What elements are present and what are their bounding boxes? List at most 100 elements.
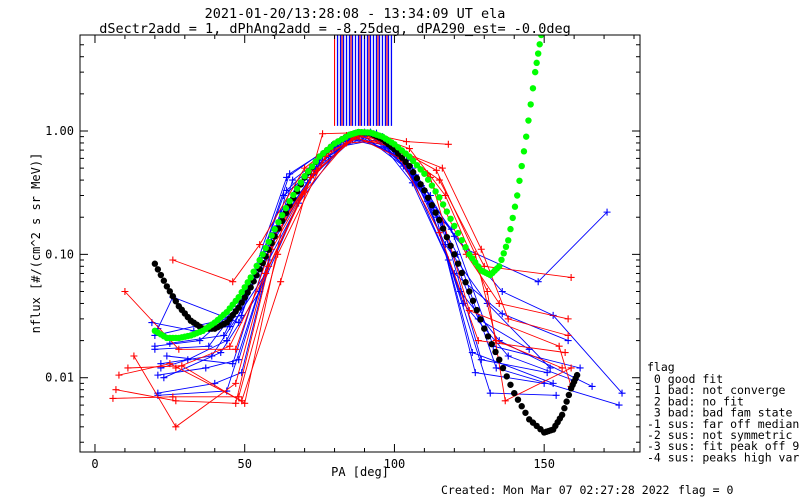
y-tick-label: 0.10	[45, 247, 74, 261]
data-point	[405, 145, 413, 153]
data-point	[280, 192, 288, 200]
data-point	[567, 273, 575, 281]
fit-curve-green-dot	[537, 35, 545, 39]
data-point	[196, 337, 204, 345]
fit-curve-green-dot	[458, 236, 466, 244]
fit-curve-green-dot	[253, 262, 260, 270]
fit-curve-black-dot	[469, 297, 477, 304]
data-point	[459, 299, 467, 307]
fit-curve-green-dot	[502, 243, 510, 251]
chart-subtitle: dSectr2add = 1, dPhAng2add = -8.25deg, d…	[99, 21, 570, 37]
fit-curve-black-dot	[518, 403, 525, 410]
data-point	[441, 192, 449, 200]
data-point	[175, 345, 183, 353]
fit-curve-black-dot	[235, 304, 242, 311]
fit-curve-green-dot	[454, 229, 462, 237]
series-line	[124, 134, 572, 350]
data-point	[618, 389, 626, 397]
series-line	[163, 138, 593, 387]
data-point	[402, 138, 410, 146]
data-point	[172, 364, 180, 372]
data-point	[477, 245, 485, 253]
data-point	[121, 287, 129, 295]
fit-curve-black-dot	[421, 187, 428, 194]
fit-curve-black-dot	[573, 371, 581, 379]
legend-entry: -1 sus: far off median	[647, 417, 799, 431]
data-point	[226, 342, 234, 350]
fit-curve-green-dot	[312, 158, 320, 165]
fit-curve-green-dot	[244, 279, 251, 286]
fit-curve-black-dot	[563, 398, 570, 405]
fit-curve-black-dot	[503, 373, 510, 380]
fit-curve-green-dot	[462, 244, 469, 251]
fit-curve-black-dot	[238, 299, 245, 306]
fit-curve-black-dot	[432, 209, 439, 216]
plot-frame	[79, 34, 641, 453]
fit-curve-black-dot	[443, 233, 451, 241]
data-point	[474, 337, 482, 345]
fit-curve-green-dot	[409, 157, 417, 165]
data-point	[154, 371, 162, 379]
fit-curve-black-dot	[561, 405, 568, 412]
fit-curve-green-dot	[509, 214, 516, 222]
fit-curve-black-dot	[409, 168, 417, 176]
fit-curve-green-dot	[451, 222, 458, 230]
fit-curve-black-dot	[511, 389, 518, 397]
data-point	[283, 173, 291, 181]
data-point	[310, 170, 318, 178]
y-tick-label: 1.00	[45, 124, 74, 138]
fit-curve-black-dot	[439, 225, 447, 232]
data-point	[576, 364, 584, 372]
data-point	[277, 278, 285, 286]
fit-curve-green-dot	[265, 238, 272, 245]
data-point	[262, 269, 270, 277]
data-point	[319, 130, 327, 138]
y-axis-label: nflux [#/(cm^2 s sr MeV)]	[29, 153, 43, 334]
legend-entry: 0 good fit	[647, 372, 723, 386]
fit-curve-black-dot	[466, 288, 473, 295]
data-point	[202, 364, 210, 372]
series-line	[166, 132, 581, 369]
fit-curve-black-dot	[507, 381, 514, 388]
series-line	[157, 131, 551, 369]
fit-curve-green-dot	[235, 293, 242, 301]
fit-curve-black-dot	[496, 356, 503, 363]
data-point	[558, 364, 566, 372]
data-point	[235, 356, 243, 364]
fit-curve-green-dot	[424, 176, 432, 183]
data-layer	[109, 35, 626, 436]
fit-curve-green-dot	[439, 201, 447, 208]
fit-curve-black-dot	[244, 289, 251, 296]
fit-curve-green-dot	[428, 182, 436, 189]
fit-curve-black-dot	[413, 175, 421, 182]
data-point	[603, 208, 611, 216]
fit-curve-green-dot	[241, 284, 248, 291]
fit-curve-black-dot	[154, 266, 162, 273]
fit-curve-green-dot	[536, 41, 543, 48]
data-point	[256, 241, 264, 249]
legend-entry: -3 sus: fit peak off 90	[647, 439, 800, 453]
fit-curve-black-dot	[462, 279, 469, 286]
fit-curve-green-dot	[301, 173, 308, 180]
y-tick-label: 0.01	[45, 371, 74, 385]
fit-curve-green-dot	[286, 197, 293, 205]
data-point	[169, 393, 177, 401]
data-point	[151, 345, 159, 353]
data-point	[232, 345, 240, 353]
data-point	[471, 250, 479, 258]
fit-curve-green-dot	[436, 194, 443, 201]
fit-curve-black-dot	[402, 158, 409, 166]
data-point	[504, 315, 512, 323]
legend-entry: -2 sus: not symmetric	[647, 428, 792, 442]
fit-curve-green-dot	[531, 68, 539, 76]
fit-curve-black-dot	[172, 298, 180, 305]
fit-curve-green-dot	[421, 170, 428, 177]
fit-curve-green-dot	[520, 148, 528, 155]
fit-curve-black-dot	[428, 201, 436, 209]
data-point	[468, 349, 476, 357]
fit-curve-black-dot	[522, 409, 529, 416]
data-point	[588, 382, 596, 390]
fit-curve-black-dot	[488, 340, 495, 348]
series-line	[133, 136, 566, 428]
